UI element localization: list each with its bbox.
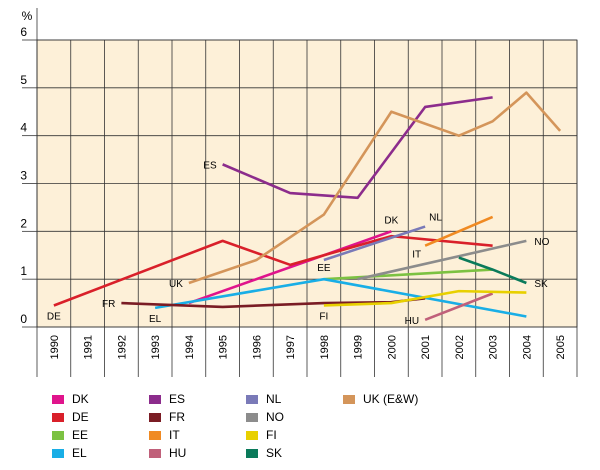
y-tick-label: 5 [20, 73, 27, 87]
legend-swatch [149, 448, 161, 458]
legend-swatch [52, 412, 64, 422]
legend-label: IT [169, 428, 180, 442]
series-line-dk [188, 230, 392, 305]
series-label: DE [47, 311, 61, 322]
legend-item: EE [52, 428, 88, 442]
legend-item: FR [149, 410, 185, 424]
series-line-uk-e-w- [188, 91, 562, 285]
series-label: NL [429, 213, 442, 224]
legend-swatch [246, 394, 258, 404]
legend-item: HU [149, 446, 186, 460]
series-label: DK [384, 215, 398, 226]
x-tick-label: 1998 [319, 335, 331, 359]
x-axis: 1990 1991 1992 1993 1994 1995 1996 1997 1998 1999… [36, 40, 578, 377]
legend-swatch [52, 448, 64, 458]
y-tick-label: 2 [20, 216, 27, 230]
series-line-el [154, 277, 527, 318]
x-tick-label: 2002 [454, 335, 466, 359]
y-tick-label: 4 [20, 121, 27, 135]
legend-item: ES [149, 392, 185, 406]
legend-item: FI [246, 428, 277, 442]
legend-label: HU [169, 446, 187, 460]
x-tick-label: 2004 [521, 335, 533, 359]
x-tick-label: 1997 [285, 335, 297, 359]
series-label: HU [405, 316, 419, 327]
series-labels: DK DE EE EL ES FR IT HU NL NO FI SK UK [47, 160, 550, 326]
legend-item: SK [246, 446, 282, 460]
legend-item: EL [52, 446, 87, 460]
legend-item: NO [246, 410, 284, 424]
legend-swatch [52, 430, 64, 440]
series-label: UK [169, 279, 183, 290]
legend-label: FI [266, 428, 277, 442]
legend-swatch [246, 448, 258, 458]
x-tick-label: 1991 [83, 335, 95, 359]
legend-swatch [149, 394, 161, 404]
series-label: EL [149, 314, 162, 325]
y-tick-label: 0 [20, 312, 27, 326]
legend-label: EL [72, 446, 87, 460]
series-line-es [222, 96, 493, 200]
x-tick-label: 2003 [488, 335, 500, 359]
series-label: IT [412, 250, 421, 261]
series-label: SK [534, 279, 548, 290]
x-tick-label: 1994 [184, 335, 196, 359]
series-line-sk [458, 256, 527, 285]
legend-swatch [343, 394, 355, 404]
legend-label: NO [266, 410, 284, 424]
x-tick-label: 2000 [386, 335, 398, 359]
legend-swatch [149, 430, 161, 440]
legend-swatch [149, 412, 161, 422]
legend-label: ES [169, 392, 186, 406]
legend-label: SK [266, 446, 283, 460]
legend-label: DE [72, 410, 89, 424]
legend-label: EE [72, 428, 89, 442]
series-label: FI [319, 311, 328, 322]
x-tick-label: 1999 [353, 335, 365, 359]
series-line-hu [424, 292, 494, 322]
series-label: FR [102, 299, 115, 310]
x-tick-label: 1996 [251, 335, 263, 359]
series-lines [53, 91, 562, 322]
series-line-it [424, 215, 494, 247]
y-axis-label: % [22, 9, 33, 23]
series-line-de [53, 234, 493, 307]
series-line-no [357, 239, 527, 281]
legend-label: DK [72, 392, 89, 406]
x-tick-label: 2005 [555, 335, 567, 359]
series-line-nl [323, 225, 426, 262]
x-tick-label: 1993 [150, 335, 162, 359]
x-tick-label: 1990 [49, 335, 61, 359]
legend-swatch [246, 412, 258, 422]
y-axis: 0 1 2 3 4 5 6 [20, 8, 38, 328]
series-line-ee [323, 268, 493, 281]
legend-label: UK (E&W) [363, 392, 419, 406]
legend-swatch [246, 430, 258, 440]
series-label: EE [317, 263, 331, 274]
series-label: ES [203, 160, 217, 171]
legend-swatch [52, 394, 64, 404]
series-label: NO [534, 237, 549, 248]
y-tick-label: 3 [20, 169, 27, 183]
x-tick-label: 1992 [116, 335, 128, 359]
legend-item: NL [246, 392, 281, 406]
y-tick-label: 6 [20, 25, 27, 39]
legend-item: DK [52, 392, 89, 406]
legend-item: IT [149, 428, 180, 442]
y-tick-label: 1 [20, 264, 27, 278]
legend-label: FR [169, 410, 185, 424]
legend-label: NL [266, 392, 282, 406]
x-tick-label: 2001 [420, 335, 432, 359]
legend-item: UK (E&W) [343, 392, 418, 406]
series-line-fi [323, 289, 527, 307]
x-tick-label: 1995 [218, 335, 230, 359]
legend-item: DE [52, 410, 89, 424]
